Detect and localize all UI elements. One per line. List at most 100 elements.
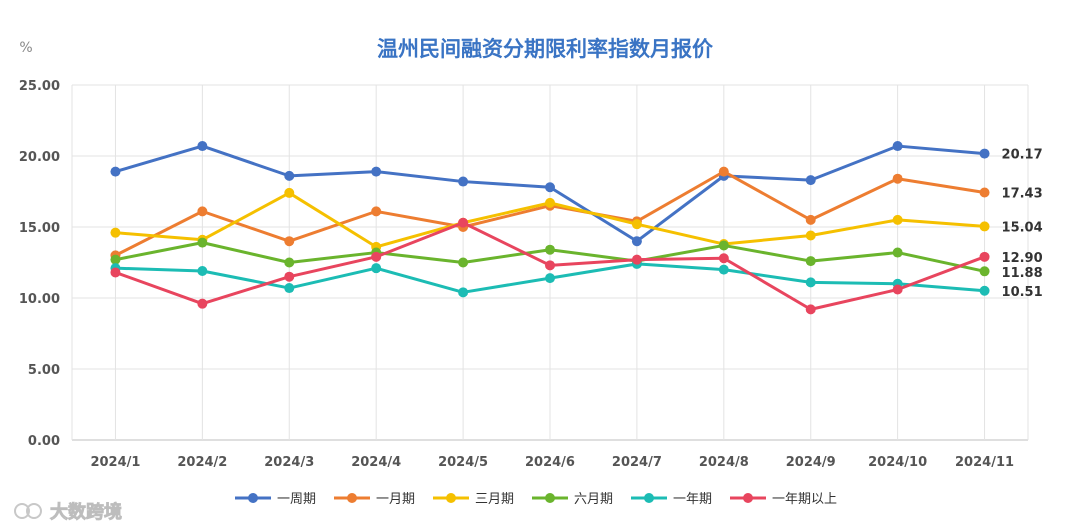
y-tick-label: 15.00: [19, 221, 60, 236]
data-point: [284, 236, 295, 247]
data-point: [892, 173, 903, 184]
data-point: [805, 277, 816, 288]
chart-title: 温州民间融资分期限利率指数月报价: [377, 37, 714, 61]
data-point: [110, 166, 121, 177]
legend-label: 一月期: [376, 492, 415, 507]
x-tick-label: 2024/10: [868, 455, 927, 470]
unit-label: %: [19, 40, 32, 56]
data-point: [892, 141, 903, 152]
data-point: [979, 266, 990, 277]
end-value-label: 20.17: [1002, 148, 1043, 163]
y-axis-ticks: 0.00 5.00 10.00 15.00 20.00 25.00: [19, 79, 60, 449]
data-point: [197, 206, 208, 217]
watermark-logo-icon: [14, 503, 30, 519]
data-point: [892, 284, 903, 295]
x-axis-ticks: 2024/1 2024/2 2024/3 2024/4 2024/5 2024/6 2024…: [90, 455, 1014, 470]
x-tick-label: 2024/5: [438, 455, 488, 470]
legend-item-4: 一年期: [631, 492, 712, 507]
legend-swatch-dot: [446, 493, 456, 503]
data-point: [631, 254, 642, 265]
legend-swatch-dot: [644, 493, 654, 503]
data-point: [458, 217, 469, 228]
data-point: [805, 256, 816, 267]
series-2: [110, 187, 990, 252]
legend-item-3: 六月期: [532, 492, 613, 507]
series-4: [110, 258, 990, 298]
watermark-logo-icon-ring: [26, 503, 42, 519]
legend-label: 一年期以上: [772, 492, 837, 507]
end-value-label: 11.88: [1002, 266, 1043, 281]
x-tick-label: 2024/3: [264, 455, 314, 470]
data-point: [718, 264, 729, 275]
end-value-label: 17.43: [1002, 186, 1043, 201]
data-point: [284, 187, 295, 198]
x-tick-label: 2024/11: [955, 455, 1014, 470]
y-tick-label: 20.00: [19, 150, 60, 165]
data-point: [805, 230, 816, 241]
data-point: [110, 254, 121, 265]
legend-item-0: 一周期: [235, 492, 316, 507]
data-point: [979, 187, 990, 198]
data-point: [545, 182, 555, 193]
end-value-label: 15.04: [1002, 220, 1043, 235]
data-point: [110, 227, 121, 238]
data-point: [718, 253, 729, 264]
data-point: [892, 214, 903, 225]
data-point: [979, 285, 990, 296]
y-tick-label: 5.00: [28, 363, 60, 378]
data-point: [979, 251, 990, 262]
series-group: [110, 141, 990, 315]
data-point: [284, 257, 295, 268]
data-point: [371, 206, 382, 217]
data-point: [545, 244, 555, 255]
legend-label: 三月期: [475, 492, 514, 507]
data-point: [979, 148, 990, 159]
data-point: [892, 247, 903, 258]
data-point: [371, 251, 382, 262]
data-point: [631, 236, 642, 247]
data-point: [545, 273, 555, 284]
watermark-text: 大数跨境: [50, 501, 122, 523]
data-point: [631, 219, 642, 230]
legend-swatch-dot: [347, 493, 357, 503]
data-point: [718, 240, 729, 251]
data-point: [284, 283, 295, 294]
data-point: [110, 267, 121, 278]
x-tick-label: 2024/2: [177, 455, 227, 470]
end-value-label: 12.90: [1002, 251, 1043, 266]
series-0: [110, 141, 990, 247]
end-value-label: 10.51: [1002, 285, 1043, 300]
legend-swatch-dot: [743, 493, 753, 503]
legend: 一周期 一月期 三月期 六月期 一年期 一年期以上: [235, 492, 837, 507]
x-tick-label: 2024/8: [699, 455, 749, 470]
legend-swatch-dot: [248, 493, 258, 503]
data-point: [197, 237, 208, 248]
data-point: [197, 298, 208, 309]
legend-item-5: 一年期以上: [730, 492, 837, 507]
y-tick-label: 0.00: [28, 434, 60, 449]
data-point: [805, 304, 816, 315]
y-tick-label: 25.00: [19, 79, 60, 94]
data-point: [197, 266, 208, 277]
legend-item-1: 一月期: [334, 492, 415, 507]
series-5: [110, 217, 990, 315]
data-point: [545, 197, 555, 208]
data-point: [284, 271, 295, 282]
data-point: [979, 221, 990, 232]
x-tick-label: 2024/1: [90, 455, 140, 470]
data-point: [197, 141, 208, 152]
data-point: [718, 166, 729, 177]
data-point: [458, 176, 469, 187]
data-point: [371, 166, 382, 177]
data-point: [545, 260, 555, 271]
x-tick-label: 2024/9: [786, 455, 836, 470]
x-tick-label: 2024/4: [351, 455, 401, 470]
legend-label: 一年期: [673, 492, 712, 507]
legend-swatch-dot: [545, 493, 555, 503]
data-point: [805, 214, 816, 225]
legend-label: 一周期: [277, 492, 316, 507]
data-point: [371, 263, 382, 274]
